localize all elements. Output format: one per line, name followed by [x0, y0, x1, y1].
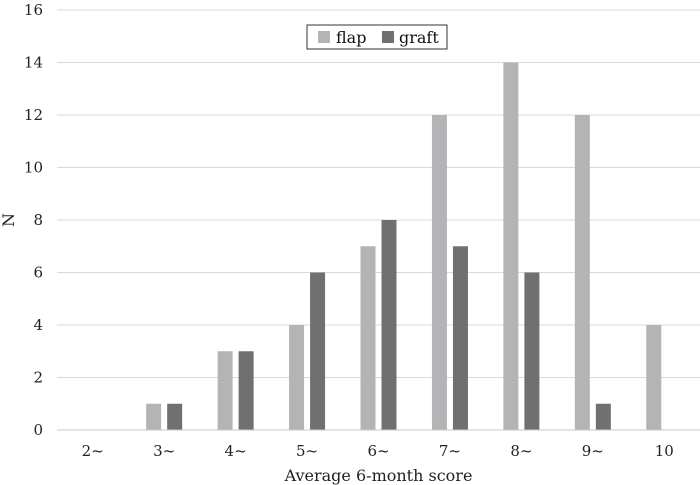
- x-tick-label: 8~: [510, 442, 532, 460]
- x-tick-label: 9~: [582, 442, 604, 460]
- gridlines: [57, 9, 700, 378]
- bar-flap-7: [574, 115, 590, 430]
- y-tick-label: 0: [33, 421, 43, 439]
- legend-swatch-graft: [382, 31, 394, 43]
- y-axis-title: N: [0, 213, 18, 227]
- bar-graft-6: [524, 272, 540, 430]
- bar-flap-1: [146, 403, 162, 430]
- x-tick-label: 2~: [82, 442, 104, 460]
- y-axis-ticks: 0 2 4 6 8 10 12 14 16: [24, 1, 43, 439]
- y-tick-label: 4: [33, 316, 43, 334]
- x-tick-label: 7~: [439, 442, 461, 460]
- x-tick-label: 6~: [367, 442, 389, 460]
- y-tick-label: 16: [24, 1, 43, 19]
- x-axis-ticks: 2~ 3~ 4~ 5~ 6~ 7~ 8~ 9~ 10: [82, 442, 674, 460]
- bars: [146, 62, 662, 430]
- legend: flap graft: [306, 24, 448, 50]
- y-tick-label: 8: [33, 211, 43, 229]
- y-tick-label: 12: [24, 106, 43, 124]
- bar-flap-2: [217, 351, 233, 430]
- bar-flap-3: [289, 325, 305, 430]
- legend-box: [306, 24, 448, 50]
- bar-graft-2: [238, 351, 254, 430]
- bar-graft-4: [381, 220, 397, 430]
- bar-flap-4: [360, 246, 376, 430]
- y-tick-label: 6: [33, 264, 43, 282]
- legend-swatch-flap: [318, 31, 330, 43]
- x-tick-label: 4~: [225, 442, 247, 460]
- bar-graft-5: [452, 246, 468, 430]
- x-tick-label: 10: [655, 442, 674, 460]
- bar-graft-1: [167, 403, 183, 430]
- legend-label-graft: graft: [399, 28, 439, 47]
- y-tick-label: 10: [24, 159, 43, 177]
- bar-flap-6: [503, 62, 519, 430]
- y-tick-label: 2: [33, 369, 43, 387]
- x-tick-label: 3~: [153, 442, 175, 460]
- x-axis-title: Average 6-month score: [284, 466, 473, 485]
- legend-label-flap: flap: [336, 28, 366, 47]
- bar-graft-7: [595, 403, 611, 430]
- bar-flap-8: [646, 325, 662, 430]
- x-tick-label: 5~: [296, 442, 318, 460]
- y-tick-label: 14: [24, 54, 43, 72]
- bar-flap-5: [431, 115, 447, 430]
- bar-graft-3: [310, 272, 326, 430]
